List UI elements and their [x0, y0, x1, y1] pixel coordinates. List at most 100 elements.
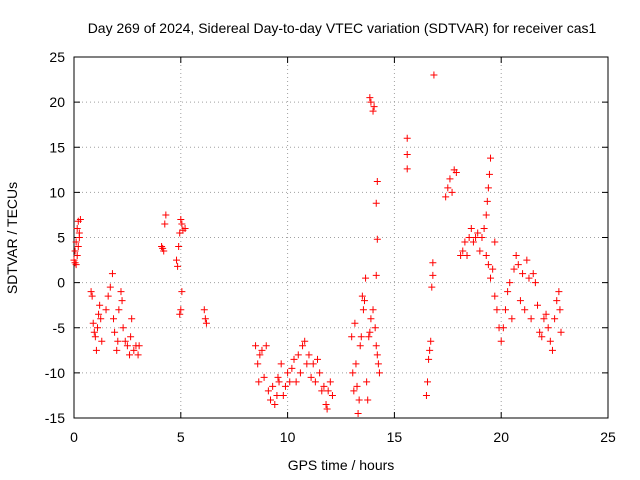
- data-point: [177, 215, 185, 223]
- data-point: [275, 378, 283, 386]
- data-point: [326, 378, 334, 386]
- data-point: [354, 409, 362, 417]
- data-point: [269, 382, 277, 390]
- data-point: [97, 315, 105, 323]
- data-point: [403, 165, 411, 173]
- data-point: [374, 360, 382, 368]
- x-tick-label: 5: [177, 429, 185, 445]
- data-point: [426, 346, 434, 354]
- data-point: [372, 342, 380, 350]
- data-point: [178, 220, 186, 228]
- grid-lines: [74, 57, 608, 418]
- data-point: [403, 134, 411, 142]
- data-point: [487, 154, 495, 162]
- data-point: [117, 288, 125, 296]
- data-point: [358, 292, 366, 300]
- data-point: [373, 351, 381, 359]
- data-point: [181, 224, 189, 232]
- data-point: [531, 279, 539, 287]
- data-point: [322, 400, 330, 408]
- data-point: [504, 288, 512, 296]
- x-tick-label: 25: [600, 429, 616, 445]
- data-point: [484, 261, 492, 269]
- data-point: [540, 315, 548, 323]
- data-point: [367, 98, 375, 106]
- data-point: [370, 103, 378, 111]
- data-point: [128, 315, 136, 323]
- data-point: [459, 247, 467, 255]
- data-point: [497, 337, 505, 345]
- data-point: [548, 346, 556, 354]
- data-point: [134, 351, 142, 359]
- x-tick-label: 20: [493, 429, 509, 445]
- data-point: [87, 288, 95, 296]
- data-point: [296, 369, 304, 377]
- data-point: [123, 342, 131, 350]
- x-tick-label: 10: [280, 429, 296, 445]
- data-point: [375, 369, 383, 377]
- data-point: [348, 333, 356, 341]
- data-point: [89, 319, 97, 327]
- data-point: [499, 324, 507, 332]
- data-point: [75, 234, 83, 241]
- data-point: [446, 175, 454, 183]
- data-point: [309, 360, 317, 368]
- data-point: [273, 391, 281, 399]
- data-point: [353, 382, 361, 390]
- data-point: [357, 333, 365, 341]
- data-point: [534, 301, 542, 309]
- y-tick-label: -15: [45, 410, 65, 426]
- data-point: [362, 274, 370, 282]
- data-point: [369, 107, 377, 115]
- data-point: [126, 351, 134, 359]
- data-point: [484, 184, 492, 192]
- data-point: [444, 184, 452, 192]
- data-point: [301, 337, 309, 345]
- data-point: [474, 229, 482, 237]
- x-tick-label: 0: [70, 429, 78, 445]
- data-point: [320, 382, 328, 390]
- y-tick-label: -10: [45, 365, 65, 381]
- data-point: [130, 346, 138, 354]
- data-point: [201, 315, 209, 323]
- data-point: [373, 235, 381, 243]
- data-point: [557, 328, 565, 336]
- x-tick-label: 15: [387, 429, 403, 445]
- data-point: [512, 252, 520, 260]
- y-tick-label: 5: [57, 230, 65, 246]
- data-point: [254, 360, 262, 368]
- data-point: [284, 369, 292, 377]
- data-point: [360, 297, 368, 305]
- data-point: [527, 315, 535, 323]
- data-point: [538, 333, 546, 341]
- data-point: [158, 243, 166, 251]
- data-point: [428, 283, 436, 291]
- data-point: [71, 247, 79, 255]
- data-point: [536, 328, 544, 336]
- data-point: [102, 306, 110, 314]
- data-point: [482, 252, 490, 260]
- data-point: [553, 297, 561, 305]
- data-point: [173, 256, 181, 264]
- data-point: [442, 193, 450, 201]
- data-point: [307, 373, 315, 381]
- y-tick-label: 25: [49, 49, 65, 65]
- data-point: [350, 387, 358, 395]
- data-point: [489, 265, 497, 273]
- data-point: [367, 315, 375, 323]
- data-point: [318, 387, 326, 395]
- x-tick-labels: 0 5 10 15 20 25: [70, 429, 616, 445]
- data-point: [76, 215, 84, 223]
- data-point: [72, 238, 80, 246]
- data-point: [111, 328, 119, 336]
- data-point: [71, 259, 79, 267]
- data-point: [106, 283, 114, 291]
- y-tick-label: 0: [57, 275, 65, 291]
- data-point: [200, 306, 208, 314]
- data-point: [281, 382, 289, 390]
- data-point: [516, 297, 524, 305]
- data-point: [364, 396, 372, 404]
- data-point: [324, 387, 332, 395]
- data-point: [351, 319, 359, 327]
- data-point: [556, 306, 564, 314]
